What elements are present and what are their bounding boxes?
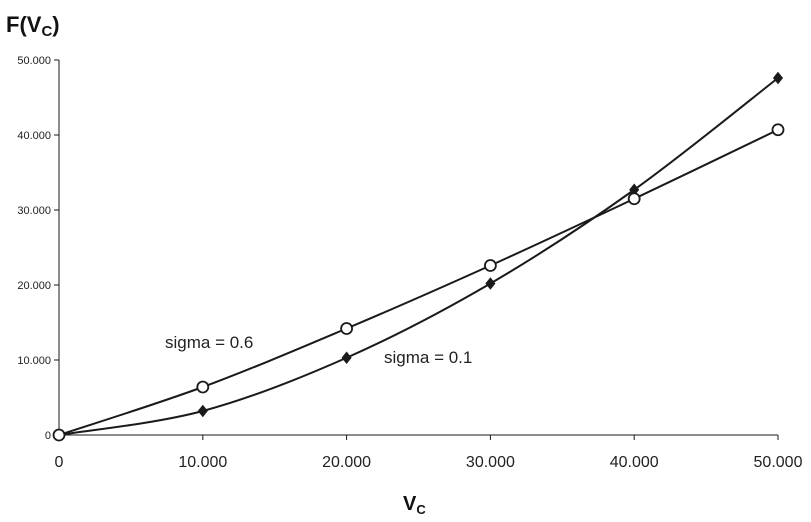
annotation-sigma-06: sigma = 0.6 — [165, 333, 253, 352]
data-point-diamond — [485, 277, 496, 290]
x-tick-label: 40.000 — [610, 454, 659, 471]
y-tick-label: 30.000 — [17, 205, 51, 217]
x-tick-label: 10.000 — [178, 454, 227, 471]
y-tick-label: 10.000 — [17, 355, 51, 367]
data-point-circle — [196, 380, 210, 394]
x-tick-label: 50.000 — [754, 454, 803, 471]
series-lines — [58, 77, 779, 436]
y-axis-ticks: 0 10.000 20.000 30.000 40.000 50.000 — [17, 55, 59, 442]
data-point-circle — [340, 322, 354, 335]
series-line-0 — [58, 128, 779, 436]
data-point-diamond — [341, 351, 352, 365]
data-point-circle — [483, 259, 497, 272]
series-markers — [52, 71, 785, 442]
y-axis-title-subscript: C — [41, 23, 52, 40]
data-point-circle — [771, 123, 785, 137]
x-axis-title-subscript: C — [416, 502, 426, 517]
x-tick-label: 0 — [55, 454, 64, 471]
x-axis-title: VC — [403, 493, 426, 517]
annotation-sigma-01: sigma = 0.1 — [384, 348, 472, 367]
data-point-circle — [52, 428, 66, 442]
y-tick-label: 40.000 — [17, 130, 51, 142]
x-axis-title-main: V — [403, 493, 417, 515]
y-tick-label: 20.000 — [17, 280, 51, 292]
y-axis-title: F(VC) — [6, 12, 60, 40]
y-tick-label: 0 — [45, 430, 51, 442]
data-point-diamond — [197, 404, 208, 418]
y-axis-title-main: F(V — [6, 12, 42, 37]
series-line-1 — [58, 77, 779, 436]
y-tick-label: 50.000 — [17, 55, 51, 67]
y-axis-title-close: ) — [52, 12, 59, 37]
x-tick-label: 30.000 — [466, 454, 515, 471]
x-axis-ticks: 0 10.000 20.000 30.000 40.000 50.000 — [55, 435, 803, 471]
x-tick-label: 20.000 — [322, 454, 371, 471]
data-point-diamond — [772, 71, 784, 85]
data-point-circle — [627, 192, 641, 206]
